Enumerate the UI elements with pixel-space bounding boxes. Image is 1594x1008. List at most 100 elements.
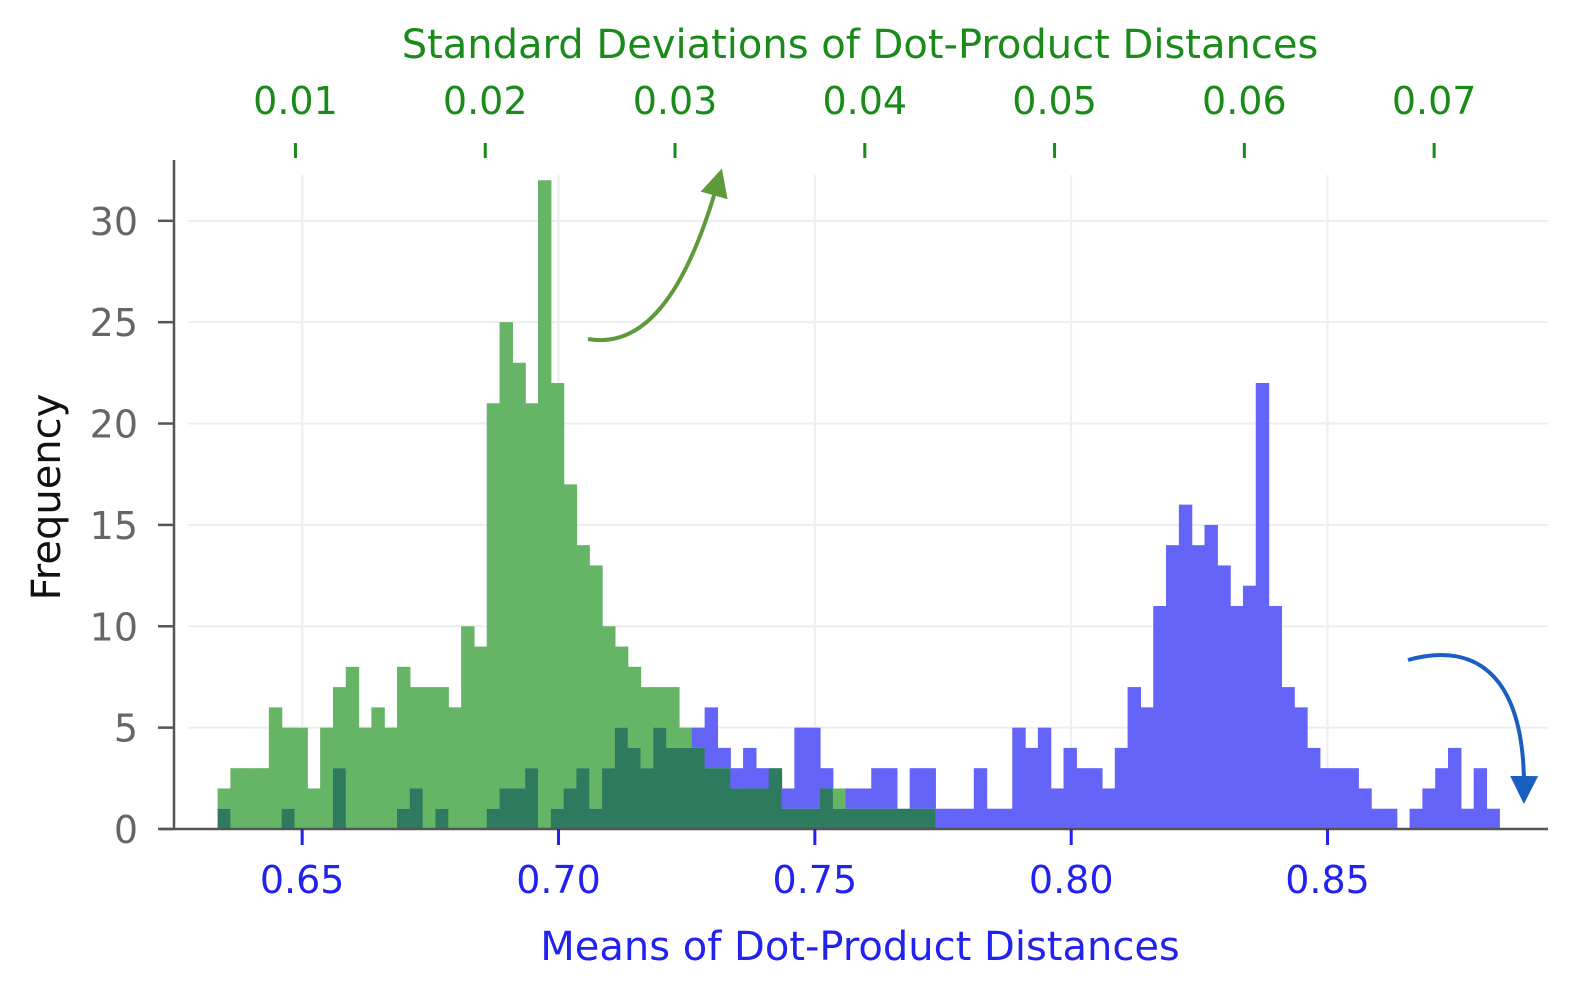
y-tick-label-0: 0 xyxy=(114,808,138,852)
std-dev-bar-48 xyxy=(832,788,847,809)
mean-bar-69 xyxy=(1101,788,1116,829)
std-dev-bar-35 xyxy=(666,687,680,748)
overlap-bar-31 xyxy=(614,727,629,829)
mean-bar-80 xyxy=(1242,585,1257,829)
mean-bar-87 xyxy=(1332,768,1347,829)
green-arrow-annotation xyxy=(587,168,728,343)
overlap-bar-9 xyxy=(332,768,347,829)
mean-bar-52 xyxy=(884,768,898,809)
mean-bar-95 xyxy=(1435,768,1449,829)
overlap-bar-40 xyxy=(730,788,744,829)
top-tick-label-2: 0.03 xyxy=(633,79,718,123)
std-dev-bar-9 xyxy=(332,687,347,769)
y-tick-label-6: 30 xyxy=(90,200,138,244)
top-tick-label-4: 0.05 xyxy=(1012,79,1097,123)
overlap-bar-48 xyxy=(832,808,847,829)
std-dev-bar-22 xyxy=(499,322,513,789)
overlap-bar-29 xyxy=(589,808,603,829)
std-dev-bar-33 xyxy=(640,687,654,769)
x-tick-label-1: 0.70 xyxy=(516,858,601,902)
mean-bar-76 xyxy=(1191,545,1206,829)
mean-bar-41 xyxy=(743,747,757,789)
mean-bar-45 xyxy=(794,727,808,809)
overlap-bar-33 xyxy=(640,768,654,829)
std-dev-bar-24 xyxy=(525,403,539,769)
overlap-bar-47 xyxy=(819,788,834,829)
std-dev-bar-31 xyxy=(614,646,629,728)
mean-bar-81 xyxy=(1255,383,1270,829)
overlap-bar-5 xyxy=(281,808,296,829)
std-dev-bar-20 xyxy=(473,646,488,829)
mean-bar-94 xyxy=(1422,788,1436,829)
y-tick-label-4: 20 xyxy=(90,403,138,447)
mean-bar-51 xyxy=(871,768,885,809)
mean-bar-46 xyxy=(807,727,821,809)
overlap-bar-27 xyxy=(563,788,578,829)
mean-bar-50 xyxy=(858,788,872,809)
overlap-bar-28 xyxy=(576,768,590,829)
overlap-bar-14 xyxy=(397,808,411,829)
mean-bar-97 xyxy=(1460,808,1475,829)
std-dev-bar-13 xyxy=(384,727,398,829)
mean-bar-82 xyxy=(1268,606,1283,829)
mean-bar-55 xyxy=(922,768,936,809)
overlap-bar-46 xyxy=(807,808,821,829)
std-dev-bar-30 xyxy=(602,626,616,769)
std-dev-bar-3 xyxy=(256,768,270,829)
mean-bar-58 xyxy=(960,808,975,829)
gridlines xyxy=(188,175,1548,829)
mean-bar-91 xyxy=(1383,808,1398,829)
overlap-bar-34 xyxy=(653,727,667,829)
mean-bar-74 xyxy=(1166,545,1180,829)
overlap-bar-15 xyxy=(409,788,424,829)
std-dev-bar-8 xyxy=(320,727,334,829)
mean-bar-98 xyxy=(1473,768,1488,829)
y-tick-label-2: 10 xyxy=(90,605,138,649)
top-axis-title: Standard Deviations of Dot-Product Dista… xyxy=(402,22,1319,68)
std-dev-bar-28 xyxy=(576,545,590,769)
top-tick-label-0: 0.01 xyxy=(253,79,338,123)
mean-bar-88 xyxy=(1345,768,1359,829)
std-dev-bar-5 xyxy=(281,727,296,809)
mean-bar-38 xyxy=(704,707,719,769)
overlap-bar-39 xyxy=(717,768,731,829)
std-dev-bar-21 xyxy=(486,403,501,809)
std-dev-bar-2 xyxy=(243,768,257,829)
mean-bar-93 xyxy=(1409,808,1423,829)
std-dev-bar-26 xyxy=(550,383,565,809)
mean-bar-89 xyxy=(1358,788,1372,829)
overlap-bar-49 xyxy=(845,808,860,829)
mean-bar-47 xyxy=(819,768,834,789)
overlap-bar-44 xyxy=(781,808,795,829)
mean-bar-67 xyxy=(1076,768,1090,829)
x-tick-label-3: 0.80 xyxy=(1029,858,1114,902)
mean-bar-79 xyxy=(1230,606,1244,829)
y-tick-label-5: 25 xyxy=(90,301,138,345)
y-tick-label-1: 5 xyxy=(114,707,138,751)
top-tick-label-3: 0.04 xyxy=(822,79,907,123)
mean-bar-66 xyxy=(1063,747,1077,829)
mean-bar-39 xyxy=(717,747,731,769)
mean-bar-77 xyxy=(1204,524,1218,829)
std-dev-bar-12 xyxy=(371,707,385,829)
x-tick-label-4: 0.85 xyxy=(1285,858,1370,902)
std-dev-bar-1 xyxy=(230,768,244,829)
overlap-bar-32 xyxy=(627,747,642,829)
top-tick-label-5: 0.06 xyxy=(1202,79,1287,123)
y-axis-title: Frequency xyxy=(24,394,70,601)
overlap-bar-23 xyxy=(512,788,526,829)
overlap-bar-50 xyxy=(858,808,872,829)
mean-bar-37 xyxy=(691,727,706,748)
overlap-bar-21 xyxy=(486,808,501,829)
std-dev-bar-10 xyxy=(345,666,360,829)
overlap-bar-24 xyxy=(525,768,539,829)
std-dev-bar-18 xyxy=(448,707,462,829)
overlap-bar-0 xyxy=(217,808,231,829)
overlap-bar-45 xyxy=(794,808,808,829)
std-dev-bar-17 xyxy=(435,687,449,809)
overlap-bar-54 xyxy=(909,808,924,829)
mean-bar-68 xyxy=(1089,768,1103,829)
overlap-bar-55 xyxy=(922,808,936,829)
overlap-bar-37 xyxy=(691,747,706,829)
